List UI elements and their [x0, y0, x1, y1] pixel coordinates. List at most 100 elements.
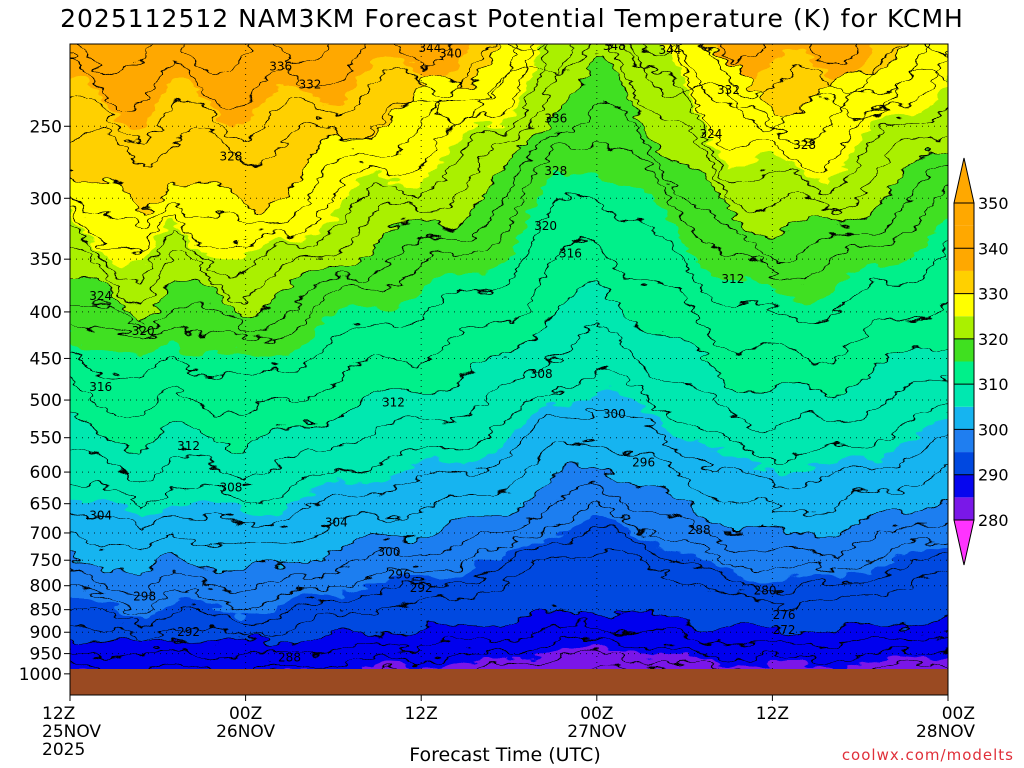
- contour-label: 280: [754, 584, 777, 598]
- isentrope-330: [70, 44, 903, 214]
- x-tick-label: 2025: [42, 740, 85, 760]
- x-tick-label: 27NOV: [567, 722, 626, 742]
- colorbar-label: 320: [978, 330, 1009, 349]
- colorbar-segment: [954, 225, 974, 249]
- x-axis-label: Forecast Time (UTC): [409, 744, 601, 766]
- y-tick-label: 250: [30, 117, 62, 137]
- y-tick-label: 500: [30, 391, 62, 411]
- chart-title: 2025112512 NAM3KM Forecast Potential Tem…: [60, 4, 964, 33]
- y-tick-label: 600: [30, 463, 62, 483]
- contour-label: 300: [378, 545, 401, 559]
- contour-label: 308: [220, 481, 243, 495]
- contour-label: 328: [220, 150, 243, 164]
- contour-label: 312: [177, 439, 200, 453]
- contour-label: 344: [659, 43, 682, 57]
- y-tick-label: 800: [30, 577, 62, 597]
- isentrope-288: [70, 622, 948, 660]
- y-tick-label: 550: [30, 429, 62, 449]
- contour-label: 304: [325, 516, 348, 530]
- x-tick-label: 12Z: [405, 704, 438, 724]
- colorbar-label: 330: [978, 285, 1009, 304]
- isentrope-312: [70, 238, 948, 419]
- isentrope-320: [70, 54, 948, 325]
- isentrope-304: [70, 410, 948, 527]
- contour-label: 308: [530, 367, 553, 381]
- contour-label: 296: [632, 456, 655, 470]
- contour-label: 332: [299, 78, 322, 92]
- colorbar-segment: [954, 270, 974, 294]
- colorbar-segment: [954, 293, 974, 317]
- colorbar-segment: [954, 406, 974, 430]
- x-tick-label: 00Z: [942, 704, 975, 724]
- contour-label: 312: [382, 395, 405, 409]
- colorbar-label: 290: [978, 466, 1009, 485]
- contour-label: 292: [177, 625, 200, 639]
- contour-label: 272: [773, 623, 796, 637]
- contour-label: 348: [603, 39, 626, 53]
- contour-label: 276: [773, 608, 796, 622]
- contour-label: 304: [89, 509, 112, 523]
- isentrope-306: [70, 368, 948, 508]
- contour-label: 336: [269, 60, 292, 74]
- colorbar-segment: [954, 452, 974, 475]
- theta-band-275: [40, 712, 978, 741]
- y-tick-label: 700: [30, 524, 62, 544]
- isentrope-340: [41, 0, 978, 36]
- contour-label: 328: [544, 164, 567, 178]
- x-tick-label: 12Z: [756, 704, 789, 724]
- y-tick-label: 850: [30, 601, 62, 621]
- isentrope-318: [70, 100, 948, 334]
- y-tick-label: 1000: [19, 665, 62, 685]
- isentrope-316: [70, 142, 948, 343]
- contour-label: 288: [688, 523, 711, 537]
- colorbar: 280 290 300 310 320 330 340 350: [953, 157, 1009, 566]
- contour-label: 298: [133, 589, 156, 603]
- isentrope-322: [70, 44, 948, 307]
- colorbar-label: 350: [978, 194, 1009, 213]
- credit-link[interactable]: coolwx.com/modelts: [841, 746, 1014, 764]
- y-tick-label: 450: [30, 349, 62, 369]
- contour-label: 328: [793, 138, 816, 152]
- y-tick-label: 950: [30, 645, 62, 665]
- colorbar-label: 340: [978, 239, 1009, 258]
- isentrope-334: [70, 44, 948, 145]
- contour-label: 332: [717, 83, 740, 97]
- x-tick-label: 25NOV: [42, 722, 101, 742]
- isentrope-302: [70, 440, 948, 549]
- colorbar-extend-top: [953, 157, 975, 204]
- y-tick-label: 900: [30, 623, 62, 643]
- colorbar-segment: [954, 248, 974, 271]
- isentrope-338: [78, 44, 331, 76]
- contour-label: 324: [89, 289, 112, 303]
- colorbar-segment: [954, 497, 974, 520]
- isentrope-310: [70, 279, 948, 456]
- pressure-axis: 2503003504004505005506006507007508008509…: [19, 117, 70, 685]
- isentrope-296: [70, 502, 948, 614]
- contour-label: 320: [534, 219, 557, 233]
- x-tick-label: 00Z: [580, 704, 613, 724]
- isentrope-308: [70, 323, 948, 486]
- isentrope-314: [70, 195, 948, 379]
- isentrope-336: [70, 44, 861, 112]
- plot-frame: [69, 43, 949, 696]
- colorbar-segment: [954, 429, 974, 453]
- y-tick-label: 350: [30, 250, 62, 270]
- isentrope-326: [70, 44, 948, 251]
- colorbar-segment: [954, 474, 974, 498]
- contour-label: 316: [559, 246, 582, 260]
- isentrope-292: [70, 550, 948, 639]
- contour-label: 320: [132, 324, 155, 338]
- colorbar-segment: [954, 203, 974, 226]
- contour-label: 300: [603, 407, 626, 421]
- colorbar-extend-bottom: [953, 519, 975, 566]
- colorbar-label: 310: [978, 375, 1009, 394]
- colorbar-segment: [954, 361, 974, 385]
- y-tick-label: 650: [30, 495, 62, 515]
- isentrope-300: [70, 465, 948, 574]
- contour-label: 344: [419, 41, 442, 55]
- isentrope-342: [41, 0, 978, 4]
